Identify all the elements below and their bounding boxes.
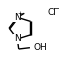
- Text: N: N: [14, 13, 21, 22]
- Text: N: N: [14, 35, 21, 43]
- Text: OH: OH: [33, 43, 47, 52]
- Text: Cl: Cl: [48, 8, 56, 17]
- Text: −: −: [53, 6, 58, 12]
- Text: +: +: [18, 11, 23, 17]
